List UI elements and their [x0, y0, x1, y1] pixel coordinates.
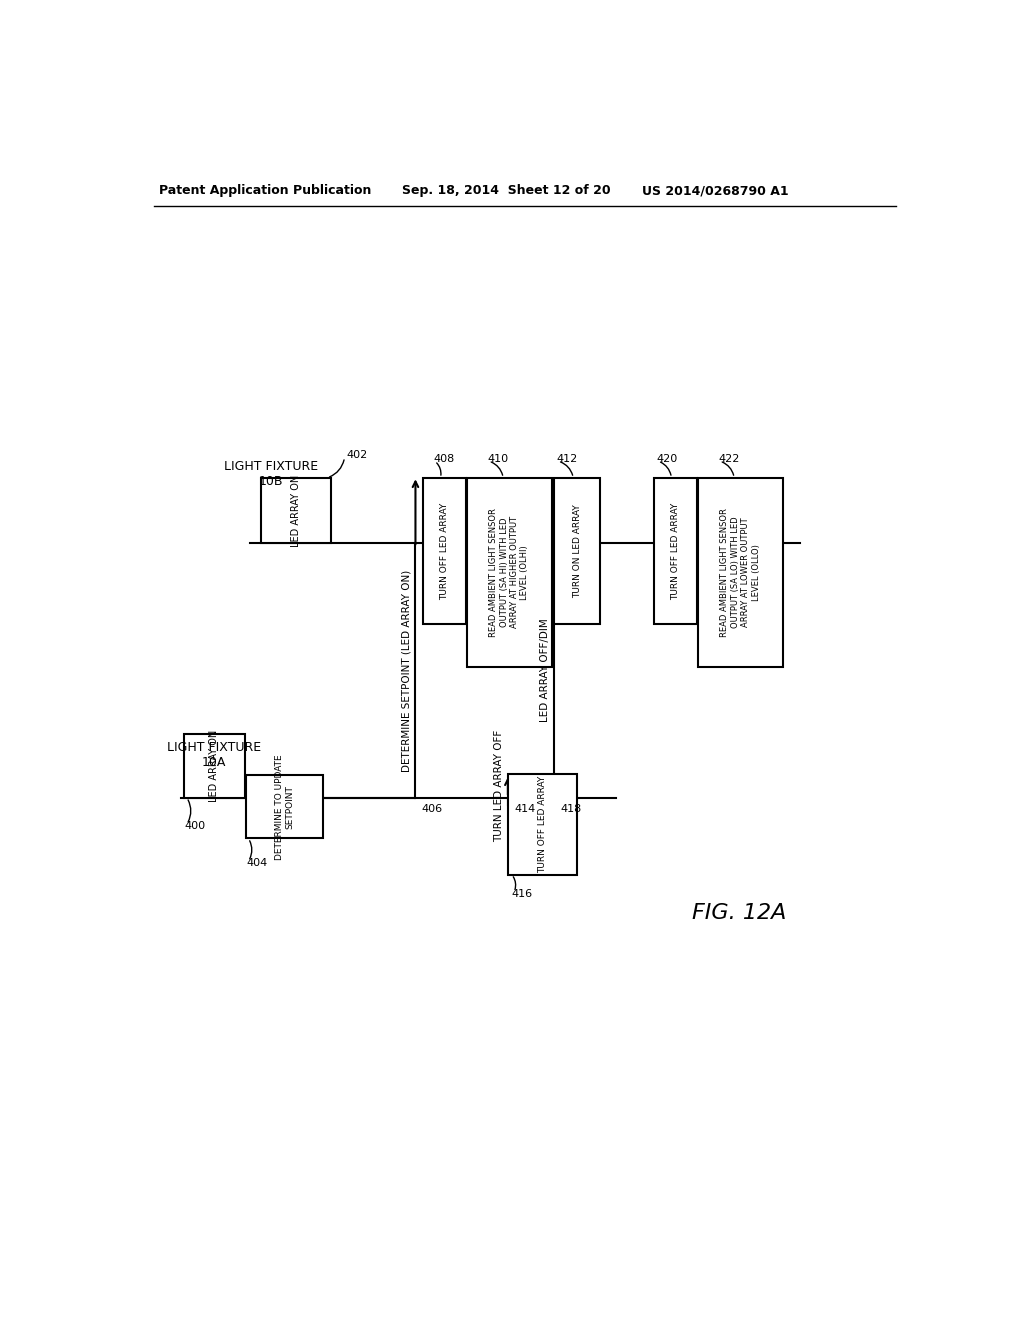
Text: US 2014/0268790 A1: US 2014/0268790 A1: [642, 185, 790, 197]
Text: 410: 410: [487, 454, 508, 463]
Bar: [467, 478, 552, 667]
Text: TURN OFF LED ARRAY: TURN OFF LED ARRAY: [671, 503, 680, 599]
Text: 418: 418: [560, 804, 582, 814]
Text: TURN ON LED ARRAY: TURN ON LED ARRAY: [572, 504, 582, 598]
Text: LED ARRAY ON: LED ARRAY ON: [291, 475, 301, 546]
Bar: [654, 478, 696, 624]
Text: TURN OFF LED ARRAY: TURN OFF LED ARRAY: [440, 503, 449, 599]
Text: TURN LED ARRAY OFF: TURN LED ARRAY OFF: [494, 730, 504, 842]
Text: 402: 402: [346, 450, 368, 459]
Text: READ AMBIENT LIGHT SENSOR
OUTPUT (SA HI) WITH LED
ARRAY AT HIGHER OUTPUT
LEVEL (: READ AMBIENT LIGHT SENSOR OUTPUT (SA HI)…: [489, 508, 529, 636]
Text: TURN OFF LED ARRAY: TURN OFF LED ARRAY: [538, 776, 547, 873]
Text: DETERMINE TO UPDATE
SETPOINT: DETERMINE TO UPDATE SETPOINT: [274, 754, 294, 859]
Text: Patent Application Publication: Patent Application Publication: [159, 185, 372, 197]
Text: LIGHT FIXTURE
10A: LIGHT FIXTURE 10A: [167, 741, 261, 770]
Text: 416: 416: [512, 888, 532, 899]
Text: 420: 420: [656, 454, 678, 463]
Bar: [246, 775, 323, 838]
Bar: [261, 478, 331, 544]
Text: Sep. 18, 2014  Sheet 12 of 20: Sep. 18, 2014 Sheet 12 of 20: [402, 185, 610, 197]
Text: 414: 414: [514, 804, 536, 814]
Text: LED ARRAY OFF/DIM: LED ARRAY OFF/DIM: [540, 619, 550, 722]
Text: 406: 406: [422, 804, 442, 814]
Text: READ AMBIENT LIGHT SENSOR
OUTPUT (SA LO) WITH LED
ARRAY AT LOWER OUTPUT
LEVEL (O: READ AMBIENT LIGHT SENSOR OUTPUT (SA LO)…: [720, 508, 761, 636]
Text: 408: 408: [433, 454, 455, 463]
Bar: [554, 478, 600, 624]
Text: 412: 412: [556, 454, 578, 463]
Text: 422: 422: [718, 454, 739, 463]
Text: LIGHT FIXTURE
10B: LIGHT FIXTURE 10B: [223, 461, 317, 488]
Text: DETERMINE SETPOINT (LED ARRAY ON): DETERMINE SETPOINT (LED ARRAY ON): [401, 569, 412, 772]
Text: 404: 404: [246, 858, 267, 869]
Bar: [698, 478, 782, 667]
Text: 400: 400: [184, 821, 206, 832]
Bar: [423, 478, 466, 624]
Bar: [184, 734, 245, 797]
Text: LED ARRAY ON: LED ARRAY ON: [210, 730, 219, 803]
Bar: [508, 775, 578, 875]
Text: FIG. 12A: FIG. 12A: [691, 903, 786, 923]
